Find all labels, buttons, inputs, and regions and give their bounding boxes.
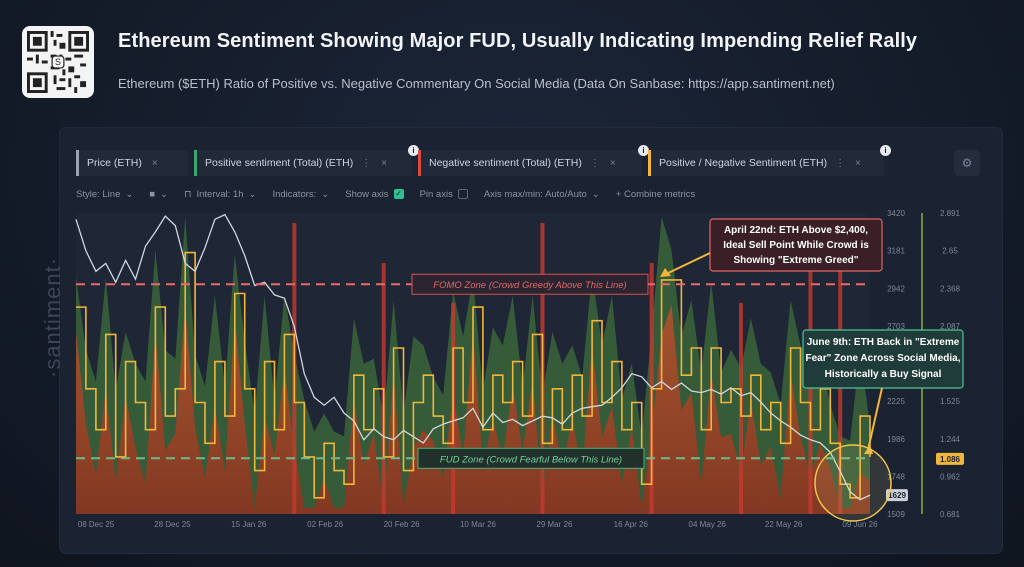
price-axis-tick: 2942 bbox=[887, 284, 905, 293]
x-tick-label: 02 Feb 26 bbox=[307, 520, 344, 529]
qr-code: S bbox=[22, 26, 94, 98]
ratio-axis-tick: 1.244 bbox=[940, 435, 961, 444]
metric-tab-positive[interactable]: Positive sentiment (Total) (ETH) ⋮ × i bbox=[194, 145, 419, 176]
april-arrow-line bbox=[663, 252, 711, 276]
metric-tab-negative[interactable]: Negative sentiment (Total) (ETH) ⋮ × i bbox=[418, 145, 649, 176]
june-callout-line: Historically a Buy Signal bbox=[825, 369, 942, 380]
chevron-down-icon: ⌄ bbox=[160, 188, 169, 200]
axis-maxmin-dropdown[interactable]: Axis max/min: Auto/Auto ⌄ bbox=[483, 188, 600, 200]
pin-axis-toggle[interactable]: Pin axis bbox=[420, 189, 468, 200]
svg-text:S: S bbox=[55, 57, 61, 67]
metric-tabs: Price (ETH) × Positive sentiment (Total)… bbox=[76, 145, 891, 176]
more-icon[interactable]: ⋮ bbox=[361, 157, 372, 169]
color-picker[interactable]: ■ ⌄ bbox=[149, 189, 168, 200]
fomo-label-box bbox=[411, 273, 649, 295]
qr-code-icon: S bbox=[27, 31, 89, 93]
chevron-down-icon: ⌄ bbox=[125, 188, 134, 200]
combine-metrics-button[interactable]: + Combine metrics bbox=[615, 188, 696, 200]
june-arrow-head bbox=[864, 445, 873, 454]
fud-label: FUD Zone (Crowd Fearful Below This Line) bbox=[440, 454, 622, 465]
metric-label: Positive sentiment (Total) (ETH) bbox=[205, 157, 354, 169]
chart-toolbar: Style: Line ⌄ ■ ⌄ ⊓ Interval: 1h ⌄ Indic… bbox=[76, 186, 695, 202]
ratio-line bbox=[76, 251, 871, 499]
price-line bbox=[75, 213, 871, 501]
metric-tab-ratio[interactable]: Positive / Negative Sentiment (ETH) ⋮ × … bbox=[648, 145, 891, 176]
ratio-axis-tick: 2.65 bbox=[942, 247, 958, 256]
chart-panel: Price (ETH) × Positive sentiment (Total)… bbox=[40, 128, 1002, 553]
checkbox-checked-icon[interactable]: ✓ bbox=[393, 189, 404, 199]
chevron-down-icon: ⌄ bbox=[321, 188, 330, 200]
chevron-down-icon: ⌄ bbox=[248, 188, 257, 200]
metric-tab-price[interactable]: Price (ETH) × bbox=[76, 150, 188, 176]
info-icon[interactable]: i bbox=[638, 145, 649, 156]
june-arrow-line bbox=[867, 387, 883, 451]
april-callout-line: April 22nd: ETH Above $2,400, bbox=[724, 225, 868, 236]
chevron-down-icon: ⌄ bbox=[591, 188, 600, 200]
interval-dropdown[interactable]: ⊓ Interval: 1h ⌄ bbox=[184, 188, 257, 200]
april-arrow-head bbox=[660, 268, 671, 277]
more-icon[interactable]: ⋮ bbox=[835, 157, 846, 169]
current-ratio-badge bbox=[936, 452, 964, 465]
june-callout-line: June 9th: ETH Back in "Extreme bbox=[807, 337, 960, 348]
x-tick-label: 28 Dec 25 bbox=[154, 520, 191, 529]
highlight-circle bbox=[814, 444, 892, 522]
close-icon[interactable]: × bbox=[609, 157, 616, 169]
close-icon[interactable]: × bbox=[855, 157, 861, 169]
current-price-label: 1629 bbox=[888, 491, 906, 500]
metric-label: Price (ETH) bbox=[87, 157, 142, 169]
info-icon[interactable]: i bbox=[880, 145, 891, 156]
price-axis-tick: 3420 bbox=[887, 209, 905, 218]
april-callout-line: Ideal Sell Point While Crowd is bbox=[723, 240, 869, 251]
price-axis-tick: 1509 bbox=[887, 510, 905, 519]
close-icon[interactable]: × bbox=[151, 157, 158, 169]
june-callout-line: Fear" Zone Across Social Media, bbox=[806, 353, 961, 364]
current-price-badge bbox=[886, 489, 908, 502]
style-dropdown[interactable]: Style: Line ⌄ bbox=[76, 188, 134, 200]
current-ratio-label: 1.086 bbox=[940, 455, 961, 464]
show-axis-toggle[interactable]: Show axis ✓ bbox=[345, 188, 404, 200]
color-swatch-icon: ■ bbox=[149, 188, 156, 200]
x-tick-label: 29 Mar 26 bbox=[536, 520, 573, 529]
x-tick-label: 09 Jun 26 bbox=[842, 520, 878, 529]
april-callout-line: Showing "Extreme Greed" bbox=[733, 255, 858, 266]
ratio-axis-tick: 0.962 bbox=[940, 472, 961, 481]
page-subtitle: Ethereum ($ETH) Ratio of Positive vs. Ne… bbox=[118, 76, 835, 91]
info-icon[interactable]: i bbox=[408, 145, 419, 156]
indicators-dropdown[interactable]: Indicators: ⌄ bbox=[272, 188, 330, 200]
april-callout-box bbox=[709, 218, 883, 272]
x-tick-label: 15 Jan 26 bbox=[231, 520, 267, 529]
settings-button[interactable]: ⚙ bbox=[954, 150, 980, 176]
june-callout-box bbox=[802, 329, 964, 389]
checkbox-unchecked-icon[interactable] bbox=[457, 189, 468, 199]
interval-icon: ⊓ bbox=[184, 188, 192, 200]
ratio-axis-tick: 2.368 bbox=[940, 284, 961, 293]
metric-label: Negative sentiment (Total) (ETH) bbox=[429, 157, 582, 169]
x-tick-label: 22 May 26 bbox=[765, 520, 803, 529]
ratio-axis-tick: 0.681 bbox=[940, 510, 961, 519]
page-title: Ethereum Sentiment Showing Major FUD, Us… bbox=[118, 30, 918, 52]
x-tick-label: 04 May 26 bbox=[689, 520, 727, 529]
price-axis-tick: 1748 bbox=[887, 472, 905, 481]
gear-icon: ⚙ bbox=[961, 156, 973, 170]
price-axis-tick: 1986 bbox=[887, 435, 905, 444]
ratio-axis-tick: 2.087 bbox=[940, 322, 961, 331]
price-axis-tick: 2225 bbox=[887, 397, 905, 406]
x-tick-label: 16 Apr 26 bbox=[614, 520, 649, 529]
chart-svg: 08 Dec 25 28 Dec 25 15 Jan 26 02 Feb 26 20 F… bbox=[75, 209, 964, 529]
x-tick-label: 10 Mar 26 bbox=[460, 520, 497, 529]
fomo-label: FOMO Zone (Crowd Greedy Above This Line) bbox=[433, 280, 626, 291]
ratio-axis-tick: 1.525 bbox=[940, 397, 961, 406]
more-icon[interactable]: ⋮ bbox=[589, 157, 600, 169]
x-tick-label: 20 Feb 26 bbox=[384, 520, 421, 529]
metric-label: Positive / Negative Sentiment (ETH) bbox=[659, 157, 828, 169]
close-icon[interactable]: × bbox=[381, 157, 388, 169]
price-axis-tick: 2703 bbox=[887, 322, 905, 331]
price-axis-tick: 3181 bbox=[887, 247, 905, 256]
ratio-axis-tick: 2.891 bbox=[940, 209, 961, 218]
fud-label-box bbox=[417, 447, 645, 469]
x-tick-label: 08 Dec 25 bbox=[78, 520, 115, 529]
